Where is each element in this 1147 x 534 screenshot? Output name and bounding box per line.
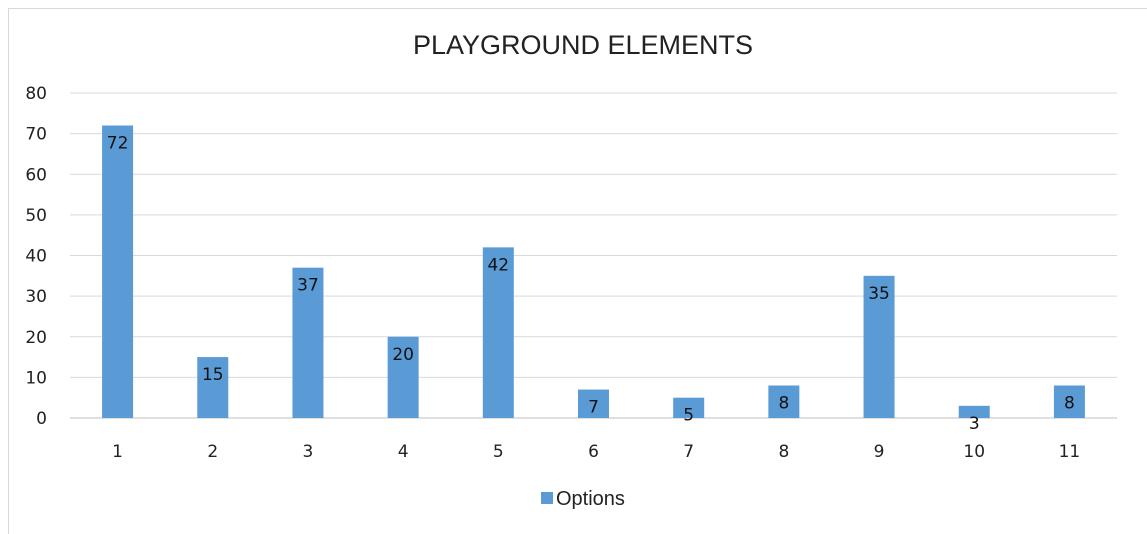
x-tick-label: 1 (112, 442, 123, 462)
y-tick-label: 60 (25, 165, 47, 185)
y-tick-label: 0 (36, 409, 47, 429)
bar[interactable] (863, 275, 895, 418)
bar[interactable] (197, 357, 229, 418)
data-label: 35 (868, 284, 890, 304)
y-tick-label: 20 (25, 328, 47, 348)
x-tick-label: 2 (207, 442, 218, 462)
chart-title: PLAYGROUND ELEMENTS (413, 30, 753, 60)
y-tick-label: 50 (25, 206, 47, 226)
y-tick-label: 30 (25, 287, 47, 307)
y-tick-label: 80 (25, 84, 47, 104)
data-label: 15 (202, 365, 224, 385)
x-tick-label: 5 (493, 442, 504, 462)
data-label: 72 (107, 134, 129, 154)
y-axis-ticks: 0 10 20 30 40 50 60 70 80 (25, 84, 47, 429)
x-tick-label: 6 (588, 442, 599, 462)
y-tick-label: 40 (25, 247, 47, 267)
data-label: 42 (487, 255, 509, 275)
data-label: 5 (683, 406, 694, 426)
data-labels: 72 15 37 20 42 7 5 8 35 3 8 (107, 134, 1075, 434)
legend[interactable]: Options (541, 488, 625, 510)
x-tick-label: 10 (963, 442, 985, 462)
data-label: 3 (969, 414, 980, 434)
data-label: 7 (588, 398, 599, 418)
bar[interactable] (387, 336, 419, 418)
data-label: 8 (1064, 394, 1075, 414)
bar[interactable] (768, 385, 800, 419)
chart-frame (8, 8, 1147, 534)
x-tick-label: 11 (1059, 442, 1081, 462)
data-label: 8 (778, 394, 789, 414)
x-tick-label: 8 (778, 442, 789, 462)
bar[interactable] (1053, 385, 1085, 419)
bar[interactable] (102, 125, 134, 419)
bar[interactable] (482, 247, 514, 418)
x-axis-ticks: 1 2 3 4 5 6 7 8 9 10 11 (112, 442, 1080, 462)
x-tick-label: 3 (303, 442, 314, 462)
data-label: 20 (392, 345, 414, 365)
bar[interactable] (292, 267, 324, 418)
data-label: 37 (297, 276, 319, 296)
bar[interactable] (958, 405, 990, 418)
bars (102, 125, 1085, 419)
x-tick-label: 9 (874, 442, 885, 462)
legend-label: Options (556, 488, 625, 510)
y-tick-label: 10 (25, 368, 47, 388)
bar[interactable] (578, 389, 609, 418)
x-tick-label: 7 (683, 442, 694, 462)
x-tick-label: 4 (398, 442, 409, 462)
y-tick-label: 70 (25, 125, 47, 145)
legend-swatch (541, 492, 553, 504)
bar[interactable] (673, 397, 705, 418)
